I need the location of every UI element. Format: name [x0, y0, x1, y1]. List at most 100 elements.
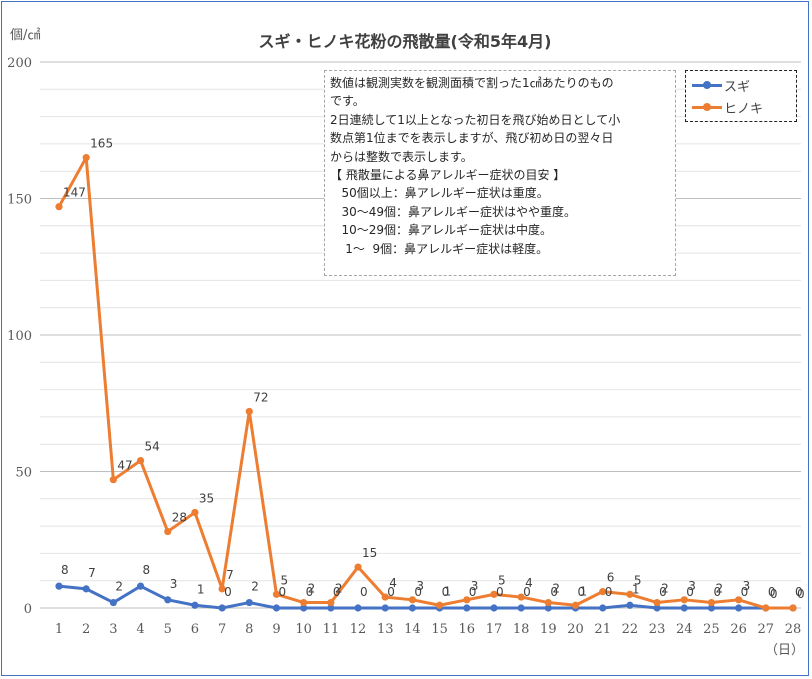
x-tick-label: 27	[758, 622, 775, 637]
y-tick-label: 50	[15, 466, 32, 481]
data-point-hinoki	[735, 596, 743, 604]
x-tick-label: 17	[486, 622, 503, 637]
data-label-hinoki: 5	[634, 573, 642, 587]
data-label-sugi: 8	[143, 563, 151, 577]
x-tick-label: 2	[82, 622, 90, 637]
data-label-hinoki: 35	[199, 491, 214, 505]
data-point-sugi	[55, 582, 63, 590]
data-point-hinoki	[136, 456, 145, 465]
data-point-sugi	[191, 601, 199, 609]
x-tick-label: 23	[649, 622, 666, 637]
data-label-sugi: 0	[414, 585, 422, 599]
x-tick-label: 3	[109, 622, 117, 637]
data-label-hinoki: 28	[172, 511, 187, 525]
x-tick-label: 13	[377, 622, 394, 637]
x-tick-label: 22	[622, 622, 639, 637]
data-point-hinoki	[762, 604, 770, 612]
data-label-hinoki: 2	[335, 582, 343, 596]
series-line-hinoki	[57, 156, 795, 610]
data-label-hinoki: 72	[253, 390, 268, 404]
x-tick-label: 9	[272, 622, 280, 637]
x-tick-label: 20	[567, 622, 584, 637]
data-label-sugi: 0	[333, 585, 341, 599]
data-point-hinoki	[218, 585, 226, 593]
x-tick-label: 18	[513, 622, 530, 637]
data-point-hinoki	[490, 590, 498, 598]
data-point-sugi	[354, 604, 362, 612]
note-line: です。	[330, 94, 365, 109]
data-label-sugi: 0	[523, 585, 531, 599]
data-point-hinoki	[327, 598, 335, 607]
data-point-sugi	[490, 604, 498, 612]
data-point-hinoki	[354, 563, 362, 571]
note-box: 数値は観測実数を観測面積で割った1㎠あたりのもの です。 2日連続して1以上とな…	[324, 70, 676, 276]
data-label-sugi: 0	[496, 585, 504, 599]
x-tick-label: 19	[540, 622, 557, 637]
data-point-sugi	[109, 598, 117, 607]
y-tick-label: 150	[7, 193, 32, 208]
y-axis-unit: 個/㎠	[10, 28, 40, 43]
data-point-hinoki	[544, 598, 552, 607]
data-label-sugi: 0	[795, 585, 803, 599]
note-line: 30～49個：鼻アレルギー症状はやや重度。	[330, 204, 576, 219]
note-line: 2日連続して1以上となった初日を飛び始め日として小	[330, 112, 621, 127]
data-point-sugi	[735, 604, 743, 612]
data-point-sugi	[544, 604, 552, 612]
data-point-hinoki	[463, 596, 471, 604]
data-label-sugi: 2	[115, 580, 123, 594]
data-label-sugi: 0	[278, 585, 286, 599]
data-point-sugi	[136, 582, 145, 590]
data-point-sugi	[408, 604, 417, 612]
data-point-hinoki	[109, 476, 117, 484]
note-line: からは整数で表示します。	[330, 149, 473, 164]
x-tick-label: 16	[459, 622, 476, 637]
data-point-sugi	[164, 596, 172, 604]
x-tick-label: 6	[191, 622, 199, 637]
data-label-hinoki: 54	[145, 440, 160, 454]
data-label-sugi: 3	[170, 577, 178, 591]
data-point-sugi	[272, 604, 281, 612]
data-label-sugi: 0	[360, 585, 368, 599]
x-tick-label: 8	[245, 622, 253, 637]
data-label-hinoki: 3	[688, 579, 696, 593]
x-tick-label: 12	[350, 622, 367, 637]
data-point-sugi	[517, 604, 525, 612]
data-point-sugi	[381, 604, 389, 612]
y-tick-labels: 0 50 100 150 200	[7, 56, 32, 617]
x-tick-label: 7	[218, 622, 226, 637]
data-point-hinoki	[408, 596, 417, 604]
data-point-hinoki	[680, 596, 688, 604]
data-point-hinoki	[435, 601, 444, 609]
x-tick-label: 14	[404, 622, 421, 637]
data-point-hinoki	[55, 203, 63, 211]
data-label-hinoki: 15	[362, 546, 377, 560]
data-point-sugi	[707, 604, 716, 612]
data-label-hinoki: 4	[525, 576, 533, 590]
data-label-sugi: 0	[741, 585, 749, 599]
data-point-sugi	[626, 601, 634, 609]
data-point-hinoki	[381, 593, 389, 601]
data-point-sugi	[463, 604, 471, 612]
data-point-sugi	[680, 604, 688, 612]
data-point-sugi	[327, 604, 335, 612]
x-tick-label: 28	[785, 622, 802, 637]
note-line: 1～ 9個：鼻アレルギー症状は軽度。	[330, 241, 549, 256]
data-point-hinoki	[599, 588, 607, 596]
data-point-hinoki	[653, 598, 661, 607]
data-label-hinoki: 7	[226, 568, 234, 582]
data-point-hinoki	[789, 604, 797, 612]
data-label-sugi: 0	[306, 585, 314, 599]
data-label-hinoki: 2	[552, 582, 560, 596]
data-point-sugi	[300, 604, 308, 612]
data-point-hinoki	[300, 598, 308, 607]
data-label-hinoki: 3	[416, 579, 424, 593]
x-tick-label: 15	[431, 622, 448, 637]
data-label-sugi: 0	[768, 585, 776, 599]
data-label-hinoki: 2	[661, 582, 669, 596]
data-point-sugi	[82, 585, 90, 593]
data-label-sugi: 0	[387, 585, 395, 599]
data-point-hinoki	[82, 153, 90, 162]
data-label-sugi: 0	[713, 585, 721, 599]
y-tick-label: 100	[7, 329, 32, 344]
data-label-hinoki: 6	[607, 571, 615, 585]
